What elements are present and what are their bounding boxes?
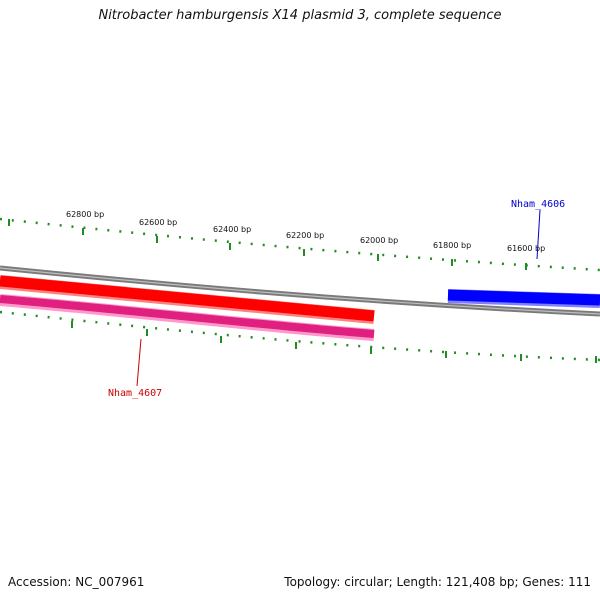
outer-tick-ring xyxy=(0,217,600,272)
gene-label-nham-4607[interactable]: Nham_4607 xyxy=(108,338,162,399)
gene-nham-4606[interactable] xyxy=(447,289,600,308)
tick-label: 62400 bp xyxy=(213,225,251,234)
gene-label-nham-4606[interactable]: Nham_4606 xyxy=(511,199,565,260)
backbone xyxy=(0,265,600,317)
summary-text: Topology: circular; Length: 121,408 bp; … xyxy=(284,575,591,589)
tick-label: 62200 bp xyxy=(286,231,324,240)
gene-label-text: Nham_4607 xyxy=(108,388,162,399)
tick-label: 61600 bp xyxy=(507,244,545,253)
tick-label: 62600 bp xyxy=(139,218,177,227)
inner-tick-ring xyxy=(0,310,600,363)
gene-label-text: Nham_4606 xyxy=(511,199,565,210)
tick-label: 62000 bp xyxy=(360,236,398,245)
tick-label: 62800 bp xyxy=(66,210,104,219)
tick-label: 61800 bp xyxy=(433,241,471,250)
gene-nham-4607[interactable] xyxy=(0,275,375,341)
map-title: Nitrobacter hamburgensis X14 plasmid 3, … xyxy=(98,8,502,23)
accession-text: Accession: NC_007961 xyxy=(8,575,145,589)
tick-labels: 62800 bp 62600 bp 62400 bp 62200 bp 6200… xyxy=(66,210,545,253)
